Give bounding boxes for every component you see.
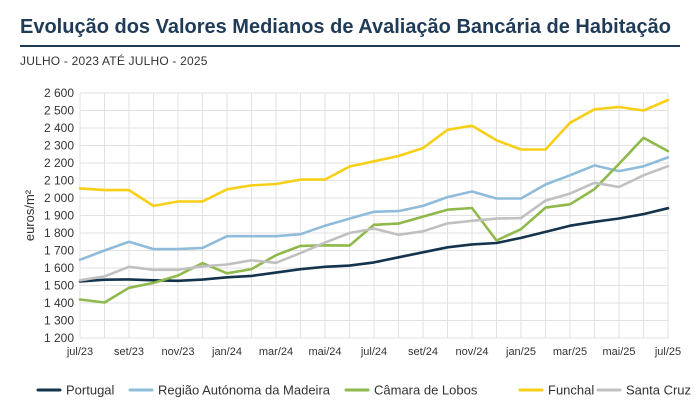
legend-label: Portugal xyxy=(66,383,115,398)
x-tick-label: nov/24 xyxy=(455,346,488,358)
title-divider xyxy=(20,45,680,47)
x-tick-label: set/24 xyxy=(408,346,438,358)
series-line-camara-de-lobos xyxy=(78,136,670,304)
x-tick-label: nov/23 xyxy=(161,346,194,358)
x-tick-label: mai/24 xyxy=(308,346,341,358)
legend: Portugal Região Autónoma da Madeira Câmara… xyxy=(36,383,691,398)
y-axis: 1 200 1 300 1 400 1 500 1 600 1 700 1 800 1 900… xyxy=(44,86,74,345)
series-line-portugal xyxy=(78,206,670,283)
x-tick-label: mar/25 xyxy=(553,346,587,358)
y-tick-label: 1 200 xyxy=(44,331,74,345)
y-tick-label: 1 900 xyxy=(44,209,74,223)
x-tick-label: jul/24 xyxy=(360,346,387,358)
series-lines xyxy=(78,98,670,304)
y-tick-label: 2 500 xyxy=(44,104,74,118)
y-tick-label: 1 700 xyxy=(44,244,74,258)
x-axis: jul/23 set/23 nov/23 jan/24 mar/24 mai/24 jul/… xyxy=(66,346,681,358)
y-axis-label: euros/m² xyxy=(22,189,37,241)
x-tick-label: mai/25 xyxy=(602,346,635,358)
x-tick-label: mar/24 xyxy=(259,346,293,358)
series-line-regiao-autonoma-da-madeira xyxy=(78,156,670,262)
legend-label: Região Autónoma da Madeira xyxy=(158,383,331,398)
series-line-santa-cruz xyxy=(78,164,670,282)
y-tick-label: 1 800 xyxy=(44,226,74,240)
y-tick-label: 1 600 xyxy=(44,261,74,275)
chart-title: Evolução dos Valores Medianos de Avaliaç… xyxy=(20,16,671,38)
legend-label: Funchal xyxy=(548,383,594,398)
x-tick-label: set/23 xyxy=(114,346,144,358)
x-tick-label: jan/25 xyxy=(505,346,536,358)
x-tick-label: jan/24 xyxy=(211,346,242,358)
legend-label: Santa Cruz xyxy=(626,383,691,398)
x-tick-label: jul/23 xyxy=(66,346,93,358)
y-tick-label: 1 500 xyxy=(44,279,74,293)
y-tick-label: 2 000 xyxy=(44,191,74,205)
y-tick-label: 1 300 xyxy=(44,314,74,328)
grid-lines xyxy=(79,92,669,339)
y-tick-label: 2 600 xyxy=(44,86,74,100)
legend-label: Câmara de Lobos xyxy=(374,383,478,398)
series-line-funchal xyxy=(78,98,670,208)
y-tick-label: 2 200 xyxy=(44,156,74,170)
y-tick-label: 2 400 xyxy=(44,121,74,135)
chart-subtitle: JULHO - 2023 ATÉ JULHO - 2025 xyxy=(20,54,208,68)
x-tick-label: jul/25 xyxy=(654,346,681,358)
y-tick-label: 2 300 xyxy=(44,139,74,153)
y-tick-label: 1 400 xyxy=(44,296,74,310)
y-tick-label: 2 100 xyxy=(44,174,74,188)
